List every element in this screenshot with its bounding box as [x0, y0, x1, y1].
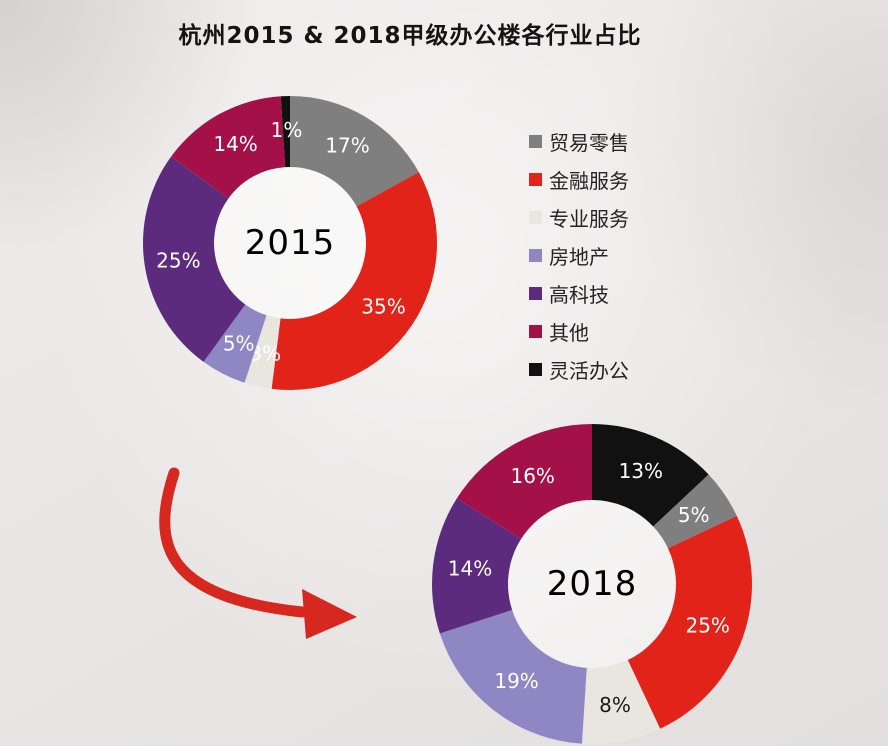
- slice-value-label: 25%: [685, 614, 729, 638]
- donut-slice-2018-6: [456, 424, 592, 539]
- legend-label: 房地产: [549, 244, 609, 269]
- donut-slice-2015-5: [171, 96, 286, 199]
- donut-slice-2015-0: [290, 96, 419, 207]
- legend-item: 金融服务: [529, 160, 629, 198]
- legend-swatch-icon: [529, 362, 542, 376]
- donut-slice-2015-2: [244, 315, 281, 389]
- donut-slice-2015-3: [203, 304, 267, 383]
- legend-swatch-icon: [529, 210, 542, 224]
- slice-value-label: 16%: [510, 464, 554, 488]
- slice-value-label: 1%: [271, 118, 303, 142]
- slice-value-label: 25%: [156, 249, 200, 273]
- legend-item: 高科技: [529, 274, 629, 312]
- slice-value-label: 19%: [494, 669, 538, 693]
- arrow-shaft: [159, 467, 308, 618]
- legend-item: 灵活办公: [529, 350, 629, 388]
- legend-label: 贸易零售: [549, 130, 629, 155]
- donut-hole: [508, 500, 676, 668]
- legend-swatch-icon: [529, 134, 542, 148]
- slice-value-label: 14%: [213, 132, 257, 156]
- slice-value-label: 5%: [678, 503, 710, 527]
- legend-label: 专业服务: [549, 206, 629, 231]
- donut-slice-2015-1: [271, 172, 438, 390]
- donut-chart-2015: 17%35%3%5%25%14%1%: [142, 96, 438, 390]
- donut-hole: [214, 167, 366, 319]
- slice-value-label: 35%: [361, 295, 405, 319]
- donut-slice-2018-5: [432, 498, 522, 634]
- donut-slice-2018-4: [439, 609, 587, 744]
- legend-swatch-icon: [529, 248, 542, 262]
- slice-value-label: 5%: [223, 332, 255, 356]
- legend-item: 专业服务: [529, 198, 629, 236]
- donut-slice-2015-4: [142, 156, 246, 362]
- slice-value-label: 13%: [619, 459, 663, 483]
- legend-label: 高科技: [549, 282, 609, 307]
- arrow-icon: [159, 467, 357, 639]
- legend-item: 贸易零售: [529, 122, 629, 160]
- legend-item: 房地产: [529, 236, 629, 274]
- legend-item: 其他: [529, 312, 629, 350]
- donut-chart-2018: 13% 5% 25% 8% 19% 14% 16%: [432, 424, 752, 744]
- legend-label: 其他: [549, 320, 589, 345]
- donut-slice-2018-2: [627, 515, 752, 729]
- donut-slice-2018-1: [653, 474, 737, 549]
- legend-swatch-icon: [529, 172, 542, 186]
- slice-value-label: 8%: [599, 693, 631, 717]
- legend-swatch-icon: [529, 286, 542, 300]
- donut-2015-center-label: 2015: [244, 223, 336, 263]
- legend-label: 灵活办公: [549, 358, 629, 383]
- page-title: 杭州2015 & 2018甲级办公楼各行业占比: [178, 23, 642, 49]
- arrow-head: [302, 589, 357, 639]
- donut-slice-2018-0: [592, 424, 709, 527]
- legend-label: 金融服务: [549, 168, 629, 193]
- donut-slice-2018-3: [581, 660, 661, 744]
- legend-swatch-icon: [529, 324, 542, 338]
- donut-2018-center-label: 2018: [546, 564, 638, 604]
- donut-slice-2015-6: [280, 96, 290, 168]
- slice-value-label: 14%: [448, 557, 492, 581]
- slice-value-label: 17%: [325, 134, 369, 158]
- legend: 贸易零售金融服务专业服务房地产高科技其他灵活办公: [529, 122, 629, 388]
